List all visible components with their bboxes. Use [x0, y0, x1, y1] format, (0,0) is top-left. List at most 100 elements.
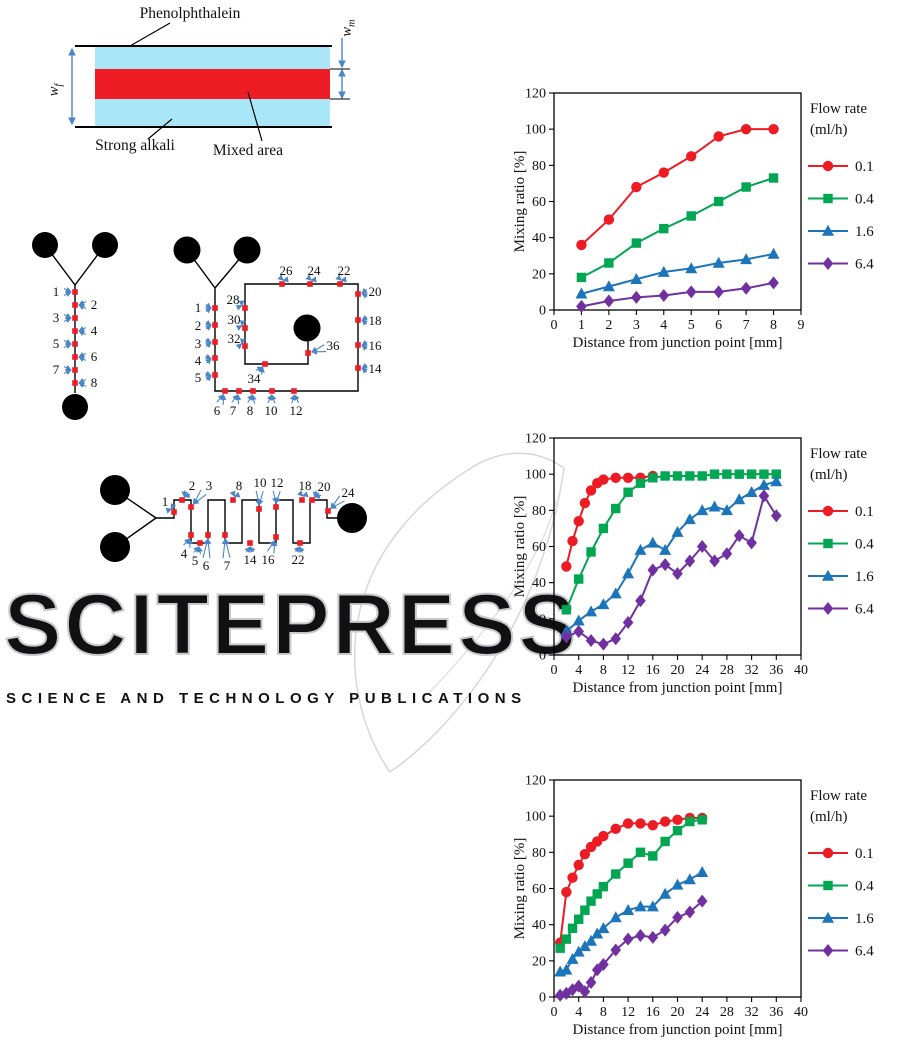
series-marker — [635, 818, 646, 829]
measurement-arrow — [289, 394, 296, 404]
serpentine-channel-path — [156, 499, 337, 544]
series-marker — [740, 281, 752, 295]
series-marker — [623, 487, 633, 497]
series-marker — [696, 866, 709, 878]
legend-entry-label: 6.4 — [855, 944, 874, 960]
measurement-point-number: 4 — [91, 323, 98, 338]
y-tick-label: 60 — [532, 882, 546, 897]
measurement-arrow — [78, 299, 87, 306]
series-marker — [598, 830, 609, 842]
measurement-point-number: 22 — [338, 263, 351, 278]
series-marker — [611, 503, 621, 514]
series-marker — [697, 471, 707, 481]
series-marker — [685, 816, 695, 827]
legend-title: (ml/h) — [810, 467, 848, 483]
inlet-port — [100, 475, 130, 505]
channel-cross-section-diagram: Phenolphthalein wf wm Strong alkali Mixe… — [46, 5, 358, 159]
series-marker — [630, 273, 643, 285]
x-tick-label: 36 — [769, 1005, 783, 1020]
y-axis-title: Mixing ratio [%] — [512, 838, 528, 940]
measurement-point-number: 12 — [271, 475, 284, 490]
series-marker — [685, 285, 697, 299]
measurement-arrow — [221, 538, 228, 559]
series-marker — [586, 896, 596, 906]
series-marker — [758, 489, 770, 503]
measurement-point-marker — [212, 339, 218, 345]
measurement-point-marker — [355, 365, 361, 371]
series-marker — [709, 554, 720, 568]
measurement-arrow — [223, 538, 231, 558]
measurement-point-number: 34 — [248, 371, 262, 386]
legend-entry-label: 1.6 — [855, 224, 874, 240]
y-tick-label: 60 — [532, 540, 546, 555]
series-marker — [822, 160, 834, 172]
series-marker — [684, 554, 696, 568]
legend-entry-label: 1.6 — [855, 911, 874, 927]
series-marker — [573, 624, 584, 638]
series-marker — [567, 923, 578, 933]
x-tick-label: 12 — [621, 663, 635, 678]
series-marker — [602, 280, 615, 292]
series-marker — [561, 630, 572, 644]
series-marker — [709, 469, 720, 479]
series-marker — [770, 475, 783, 487]
series-marker — [657, 265, 670, 277]
measurement-arrow — [270, 394, 277, 404]
measurement-point-number: 1 — [162, 494, 169, 509]
series-marker — [759, 469, 769, 479]
series-marker — [585, 976, 597, 990]
series-marker — [658, 167, 669, 178]
measurement-arrow — [335, 274, 342, 281]
measurement-arrow — [63, 338, 72, 345]
x-tick-label: 0 — [551, 663, 558, 678]
measurement-arrow — [361, 362, 368, 369]
series-marker — [561, 934, 572, 944]
phenolphthalein-layer — [95, 47, 330, 69]
measurement-arrow — [301, 491, 309, 498]
y-tick-label: 0 — [539, 991, 546, 1006]
series-marker — [659, 223, 669, 234]
measurement-arrow — [255, 366, 264, 373]
measurement-point-marker — [355, 342, 361, 348]
measurement-arrow — [197, 545, 203, 555]
series-marker — [635, 478, 646, 488]
measurement-arrow — [183, 492, 191, 498]
series-marker — [713, 196, 724, 207]
y-tick-label: 40 — [532, 231, 546, 246]
series-marker — [697, 815, 707, 825]
series-marker — [622, 615, 634, 629]
series-marker — [579, 848, 591, 860]
series-marker — [603, 214, 615, 225]
series-marker — [635, 929, 646, 943]
measurement-arrow — [361, 344, 368, 351]
y-tick-label: 0 — [539, 304, 546, 319]
series-marker — [658, 289, 670, 303]
y-tick-label: 100 — [525, 123, 546, 138]
series-marker — [591, 963, 603, 977]
y-tick-label: 40 — [532, 918, 546, 933]
series-marker — [609, 911, 622, 923]
legend-entry-label: 0.1 — [855, 504, 874, 520]
measurement-point-marker — [242, 343, 248, 349]
series-marker — [746, 536, 757, 550]
series-marker — [672, 814, 683, 825]
watermark-leaf-curve — [467, 452, 565, 471]
series-marker — [598, 957, 609, 971]
series-marker — [572, 945, 585, 957]
measurement-point-marker — [222, 388, 228, 394]
y-tick-label: 80 — [532, 504, 546, 519]
inlet-port — [233, 236, 261, 264]
series-marker — [575, 287, 588, 299]
series-marker — [611, 869, 621, 879]
measurement-arrow — [63, 286, 72, 293]
series-marker — [622, 472, 634, 483]
x-tick-label: 36 — [769, 663, 783, 678]
measurement-arrow — [235, 393, 242, 405]
measurement-point-marker — [269, 388, 275, 394]
x-tick-label: 12 — [621, 1005, 635, 1020]
series-marker — [567, 983, 578, 997]
measurement-point-number: 20 — [318, 479, 331, 494]
measurement-arrow — [78, 351, 87, 358]
measurement-point-number: 2 — [195, 318, 202, 333]
y-tick-label: 40 — [532, 576, 546, 591]
